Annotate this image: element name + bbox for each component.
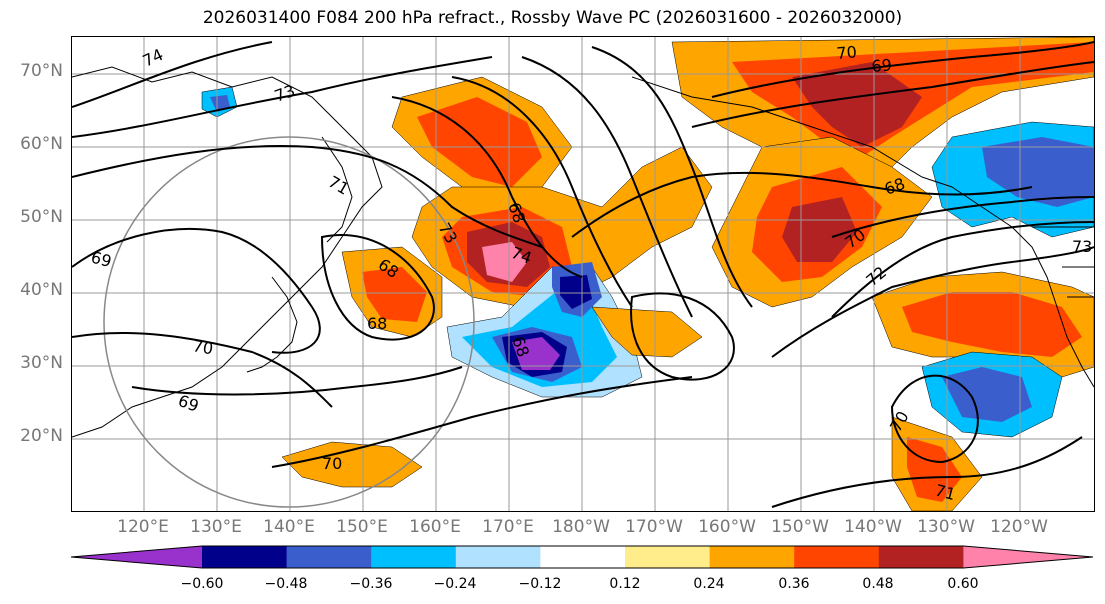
lon-label-170w: 170°W [625,517,683,537]
colorbar-tick-label: 0.36 [778,576,810,592]
map-canvas: 74 73 71 69 68 70 69 70 69 68 68 74 73 6… [72,37,1094,511]
contour-70-se [831,221,1094,318]
contour-label: 70 [836,42,858,63]
shade-mid-cold-core [560,275,592,309]
shade-east-cold-inner [982,137,1094,207]
lat-label-40n: 40°N [20,280,63,300]
shade-central-warm-2-peak [482,242,527,282]
colorbar-segment [878,546,964,568]
contour-ridge-4 [591,46,753,308]
lon-label-160e: 160°E [409,517,461,537]
lon-label-120w: 120°W [990,517,1048,537]
colorbar-segment [709,546,795,568]
colorbar-extend-min [71,546,202,568]
contours [72,41,1094,508]
shade-west-warm-inner [362,267,427,322]
colorbar-segment [286,546,372,568]
lat-label-20n: 20°N [20,426,63,446]
lon-label-180w: 180°W [552,517,610,537]
colorbar-segment [540,546,626,568]
colorbar-tick-label: −0.12 [518,576,562,592]
shade-se-warm-south-inner [907,437,962,502]
shade-warm-north-core [792,62,922,147]
colorbar-tick-label: −0.48 [264,576,308,592]
colorbar-tick-label: 0.60 [947,576,979,592]
lon-label-160w: 160°W [698,517,756,537]
contour-ring-se [890,374,979,464]
coast-kamchatka [321,136,353,243]
contour-label: 71 [325,172,352,199]
contour-ridge-3 [521,56,693,318]
contour-71-south [771,436,1083,508]
contour-73-east [1011,246,1094,263]
coast-japan [246,276,298,373]
contour-label: 68 [367,314,387,333]
shade-se-cold-inner [942,367,1032,422]
contour-ridge-2 [451,76,633,308]
contour-68-ring [320,234,435,341]
contour-71-north [72,145,543,248]
contour-69-east [711,41,1094,98]
lon-label-140w: 140°W [844,517,902,537]
colorbar-extend-max [963,546,1093,568]
coast-na-interior [1032,226,1094,298]
lon-label-120e: 120°E [117,517,169,537]
lon-label-150e: 150°E [336,517,388,537]
lon-label-130e: 130°E [190,517,242,537]
shade-central-cold-5 [512,337,560,370]
colorbar-segment [625,546,711,568]
contour-label: 69 [871,55,893,76]
contour-69-west [72,227,321,354]
colorbar-tick-label: −0.24 [433,576,477,592]
shade-sw-warm [281,441,423,488]
contour-72 [771,261,1013,358]
contour-label: 73 [1072,237,1092,256]
coastlines [72,66,1094,438]
shade-lower-warm [591,306,703,358]
colorbar [70,545,1094,569]
lon-label-140e: 140°E [263,517,315,537]
colorbar-tick-label: −0.60 [180,576,224,592]
range-circle [103,136,475,508]
colorbar-segment [371,546,457,568]
shade-central-warm-1-inner [417,97,542,187]
coast-asia [72,66,383,438]
graticule [72,37,1094,511]
lon-label-150w: 150°W [771,517,829,537]
lat-label-70n: 70°N [20,61,63,81]
lon-label-130w: 130°W [917,517,975,537]
colorbar-tick-label: 0.12 [609,576,641,592]
colorbar-tick-label: 0.48 [862,576,894,592]
contour-68-east [831,196,1094,238]
colorbar-tick-label: 0.24 [693,576,725,592]
colorbar-segment [202,546,288,568]
coast-alaska [631,76,953,188]
contour-70-east [691,61,1094,128]
contour-sw-loop [630,292,735,381]
contour-74 [72,41,273,108]
map-panel: 74 73 71 69 68 70 69 70 69 68 68 74 73 6… [71,36,1095,512]
contour-ridge-1 [391,96,583,278]
contour-label: 73 [272,81,298,106]
colorbar-segment [455,546,541,568]
shaded-fields [201,37,1094,511]
map-title: 2026031400 F084 200 hPa refract., Rossby… [202,8,903,28]
colorbar-tick-label: −0.36 [349,576,393,592]
contour-70-south [271,376,693,468]
contour-label: 69 [89,248,114,272]
lat-label-60n: 60°N [20,134,63,154]
contour-70-west [72,331,333,408]
contour-73 [72,56,493,138]
contour-label: 71 [933,481,958,505]
contour-label: 70 [191,336,214,358]
lat-label-50n: 50°N [20,207,63,227]
colorbar-segment [794,546,880,568]
colorbar-outline [70,545,1094,569]
contour-69-south [131,366,463,396]
contour-label: 70 [322,454,342,473]
lon-label-170e: 170°E [482,517,534,537]
coast-na-west [951,186,1094,388]
contour-trough-1 [571,171,1033,238]
lat-label-30n: 30°N [20,353,63,373]
